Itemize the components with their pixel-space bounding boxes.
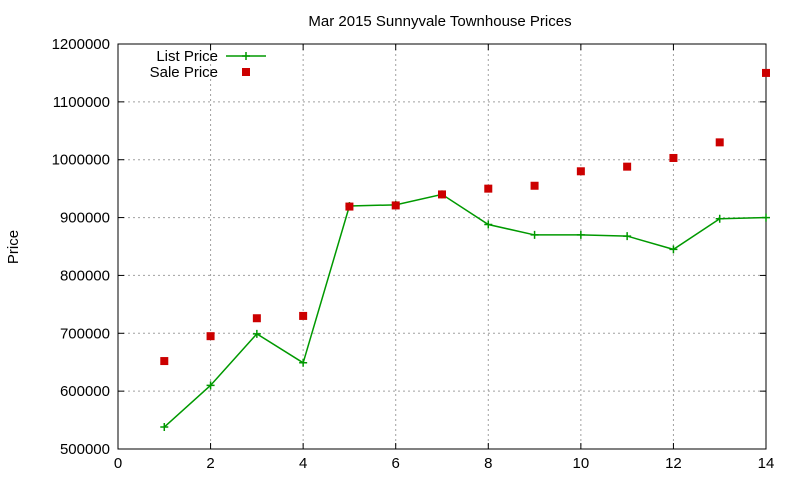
list-price-point	[206, 381, 215, 390]
x-tick-label: 2	[206, 455, 214, 472]
x-tick-label: 14	[758, 455, 775, 472]
y-tick-label: 800000	[60, 267, 110, 284]
legend-swatch-marker	[242, 68, 250, 76]
y-tick-label: 1100000	[53, 94, 110, 111]
list-price-point	[762, 213, 770, 222]
series-layer	[160, 68, 770, 432]
sale-price-point	[438, 190, 446, 199]
x-tick-label: 4	[299, 455, 307, 472]
sale-price-point	[345, 202, 354, 211]
legend-label: Sale Price	[150, 64, 218, 81]
x-tick-label: 12	[665, 455, 682, 472]
sale-price-point	[299, 311, 308, 320]
sale-price-point	[484, 184, 493, 193]
y-tick-label: 500000	[60, 441, 110, 458]
list-price-point	[623, 232, 632, 241]
y-tick-label: 1000000	[52, 152, 110, 169]
sale-price-point	[715, 138, 724, 147]
list-price-point	[160, 423, 169, 432]
plot-border	[117, 43, 767, 450]
sale-price-point	[206, 332, 215, 341]
sale-price-point	[252, 314, 261, 323]
legend-label: List Price	[156, 48, 218, 65]
grid	[118, 44, 766, 449]
list-price-point	[715, 214, 724, 223]
y-tick-label: 900000	[60, 210, 110, 227]
y-tick-label: 700000	[60, 325, 110, 342]
sale-price-point	[530, 181, 539, 190]
list-price-point	[669, 245, 678, 254]
y-tick-label: 1200000	[52, 36, 110, 53]
sale-price-point	[623, 162, 632, 171]
chart-title: Mar 2015 Sunnyvale Townhouse Prices	[308, 13, 571, 30]
list-price-point	[252, 329, 261, 338]
sale-price-point	[576, 167, 585, 176]
list-price-line	[163, 193, 767, 428]
sale-price-point	[669, 153, 678, 162]
legend-swatch-marker	[242, 52, 250, 60]
x-tick-label: 10	[573, 455, 590, 472]
y-axis-label: Price	[5, 230, 22, 264]
sale-price-point	[762, 68, 770, 77]
x-tick-label: 0	[114, 455, 122, 472]
list-price-point	[484, 220, 493, 229]
y-tick-label: 600000	[60, 383, 110, 400]
x-tick-label: 8	[484, 455, 492, 472]
axes: 0 2 4 6 8 10 12 14 500000 600000 700000 800000 90000…	[52, 36, 775, 472]
list-price-point	[299, 358, 308, 367]
sale-price-point	[391, 201, 400, 210]
x-tick-label: 6	[392, 455, 400, 472]
list-price-point	[576, 230, 585, 239]
sale-price-point	[160, 357, 169, 366]
list-price-point	[530, 230, 539, 239]
